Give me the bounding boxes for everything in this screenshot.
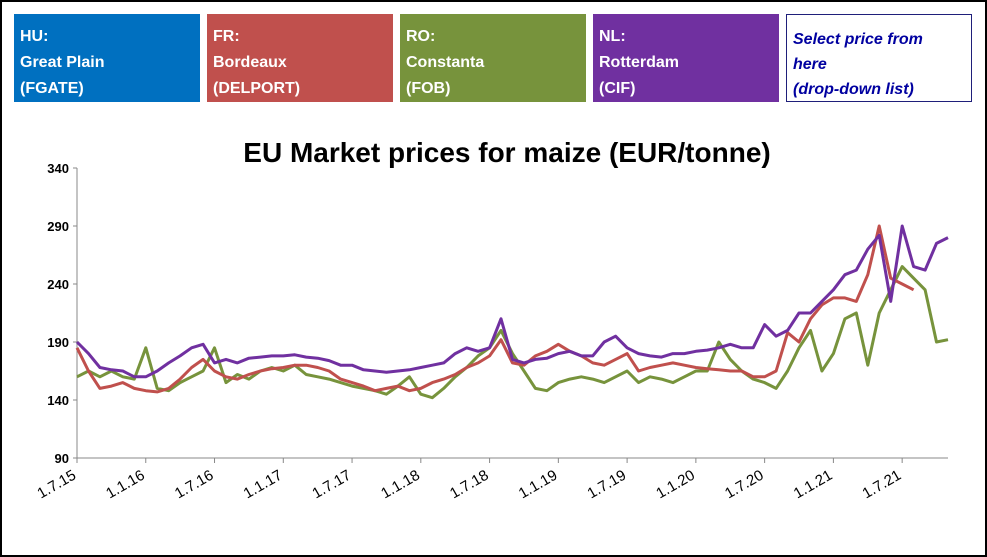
x-tick-label: 1.1.17 (241, 467, 286, 503)
price-line (75, 224, 915, 394)
x-tick-label: 1.7.15 (34, 467, 79, 503)
button-text: NL: (599, 28, 626, 45)
x-tick-label: 1.1.20 (653, 467, 698, 503)
x-tick-label: 1.7.21 (860, 467, 905, 503)
price-button[interactable]: NL: Rotterdam (CIF) (593, 14, 779, 102)
price-button[interactable]: HU: Great Plain (FGATE) (14, 14, 200, 102)
button-text: Constanta (406, 54, 485, 71)
price-button[interactable]: Select price from here (drop-down list) (786, 14, 972, 102)
price-button[interactable]: FR: Bordeaux (DELPORT) (207, 14, 393, 102)
x-tick-label: 1.7.16 (172, 467, 217, 503)
price-line (76, 265, 949, 400)
x-tick-label: 1.7.20 (722, 467, 767, 503)
button-text: (FOB) (406, 80, 451, 97)
x-tick-label: 1.7.19 (584, 467, 629, 503)
button-text: HU: (20, 28, 49, 45)
button-text: (FGATE) (20, 80, 84, 97)
x-tick-label: 1.1.16 (103, 467, 148, 503)
button-text: here (793, 56, 827, 73)
button-text: Bordeaux (213, 54, 287, 71)
button-text: FR: (213, 28, 240, 45)
chart-title: EU Market prices for maize (EUR/tonne) (243, 137, 770, 168)
price-button[interactable]: RO: Constanta (FOB) (400, 14, 586, 102)
price-line (75, 224, 949, 379)
y-tick-label: 340 (47, 161, 69, 176)
button-text: RO: (406, 28, 436, 45)
y-tick-label: 190 (47, 335, 69, 350)
x-tick-label: 1.1.21 (791, 467, 836, 503)
y-tick-label: 290 (47, 219, 69, 234)
button-text: Great Plain (20, 54, 105, 71)
x-tick-label: 1.1.19 (516, 467, 561, 503)
x-tick-label: 1.1.18 (378, 467, 423, 503)
x-tick-label: 1.7.18 (447, 467, 492, 503)
y-tick-label: 90 (55, 451, 69, 466)
y-tick-label: 240 (47, 277, 69, 292)
button-text: Rotterdam (599, 54, 680, 71)
x-tick-label: 1.7.17 (309, 467, 354, 503)
button-text: (drop-down list) (793, 81, 914, 98)
button-text: (CIF) (599, 80, 636, 97)
button-text: Select price from (793, 31, 923, 48)
y-tick-label: 140 (47, 393, 69, 408)
button-text: (DELPORT) (213, 80, 301, 97)
